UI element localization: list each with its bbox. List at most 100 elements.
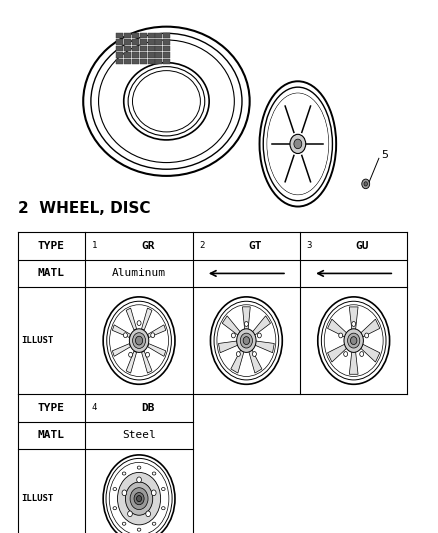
Ellipse shape (152, 472, 156, 475)
Text: 1: 1 (92, 241, 97, 250)
Ellipse shape (152, 522, 156, 525)
Circle shape (133, 333, 145, 349)
FancyBboxPatch shape (148, 39, 155, 45)
Circle shape (258, 333, 261, 338)
FancyBboxPatch shape (124, 52, 131, 58)
Ellipse shape (83, 27, 250, 176)
FancyBboxPatch shape (140, 59, 147, 64)
Polygon shape (222, 316, 240, 336)
Circle shape (294, 139, 302, 149)
Circle shape (344, 329, 364, 352)
Polygon shape (113, 344, 131, 357)
FancyBboxPatch shape (148, 59, 155, 64)
Polygon shape (148, 325, 166, 337)
Ellipse shape (113, 488, 117, 490)
FancyBboxPatch shape (155, 52, 162, 58)
Polygon shape (219, 341, 238, 353)
FancyBboxPatch shape (140, 33, 147, 38)
Circle shape (152, 490, 156, 496)
FancyBboxPatch shape (116, 46, 123, 51)
FancyBboxPatch shape (132, 39, 139, 45)
Polygon shape (249, 349, 262, 373)
Polygon shape (328, 344, 347, 362)
Ellipse shape (122, 522, 126, 525)
Ellipse shape (137, 528, 141, 531)
Polygon shape (126, 308, 137, 330)
Text: TYPE: TYPE (38, 403, 65, 413)
Circle shape (103, 455, 175, 533)
Text: 4: 4 (92, 403, 97, 412)
FancyBboxPatch shape (163, 39, 170, 45)
FancyBboxPatch shape (116, 52, 123, 58)
Circle shape (365, 333, 369, 338)
FancyBboxPatch shape (155, 59, 162, 64)
Polygon shape (360, 344, 380, 362)
Circle shape (129, 329, 149, 352)
Text: MATL: MATL (38, 431, 65, 440)
FancyBboxPatch shape (124, 39, 131, 45)
FancyBboxPatch shape (124, 46, 131, 51)
Circle shape (127, 511, 132, 516)
Text: 3: 3 (307, 241, 312, 250)
Circle shape (137, 477, 141, 483)
Circle shape (252, 352, 256, 357)
Polygon shape (141, 308, 152, 330)
FancyBboxPatch shape (148, 46, 155, 51)
Circle shape (135, 336, 143, 345)
FancyBboxPatch shape (132, 52, 139, 58)
Circle shape (350, 337, 357, 344)
Circle shape (318, 297, 390, 384)
Circle shape (290, 134, 306, 154)
Text: 2: 2 (199, 241, 205, 250)
FancyBboxPatch shape (124, 33, 131, 38)
Circle shape (145, 352, 149, 357)
Polygon shape (328, 319, 347, 337)
FancyBboxPatch shape (116, 39, 123, 45)
Text: GU: GU (356, 241, 369, 251)
Circle shape (151, 333, 155, 337)
Circle shape (244, 321, 248, 326)
Circle shape (231, 333, 235, 338)
FancyBboxPatch shape (124, 59, 131, 64)
Circle shape (240, 333, 252, 348)
Ellipse shape (113, 507, 117, 510)
FancyBboxPatch shape (116, 59, 123, 64)
Circle shape (243, 337, 250, 344)
Ellipse shape (122, 472, 126, 475)
FancyBboxPatch shape (155, 33, 162, 38)
FancyBboxPatch shape (116, 33, 123, 38)
Ellipse shape (162, 488, 165, 490)
Text: Aluminum: Aluminum (112, 269, 166, 278)
Ellipse shape (137, 466, 141, 469)
Polygon shape (148, 344, 166, 357)
Circle shape (352, 321, 356, 326)
FancyBboxPatch shape (148, 33, 155, 38)
Circle shape (364, 182, 367, 186)
FancyBboxPatch shape (155, 39, 162, 45)
Circle shape (130, 488, 148, 510)
Circle shape (122, 490, 127, 496)
Text: MATL: MATL (38, 269, 65, 278)
Text: DB: DB (141, 403, 155, 413)
Text: TYPE: TYPE (38, 241, 65, 251)
Circle shape (339, 333, 343, 338)
Circle shape (137, 496, 141, 502)
Text: 2  WHEEL, DISC: 2 WHEEL, DISC (18, 201, 150, 216)
FancyBboxPatch shape (155, 46, 162, 51)
Circle shape (237, 352, 240, 357)
Polygon shape (243, 307, 250, 330)
FancyBboxPatch shape (140, 39, 147, 45)
Text: ILLUST: ILLUST (21, 336, 53, 345)
Text: ILLUST: ILLUST (21, 494, 53, 503)
Circle shape (125, 482, 153, 515)
Circle shape (103, 297, 175, 384)
Circle shape (117, 472, 161, 525)
Circle shape (344, 352, 348, 357)
Text: GR: GR (141, 241, 155, 251)
Polygon shape (126, 351, 137, 373)
Circle shape (237, 329, 256, 352)
Circle shape (137, 321, 141, 326)
FancyBboxPatch shape (148, 52, 155, 58)
Circle shape (134, 492, 144, 505)
Text: 5: 5 (381, 150, 388, 159)
